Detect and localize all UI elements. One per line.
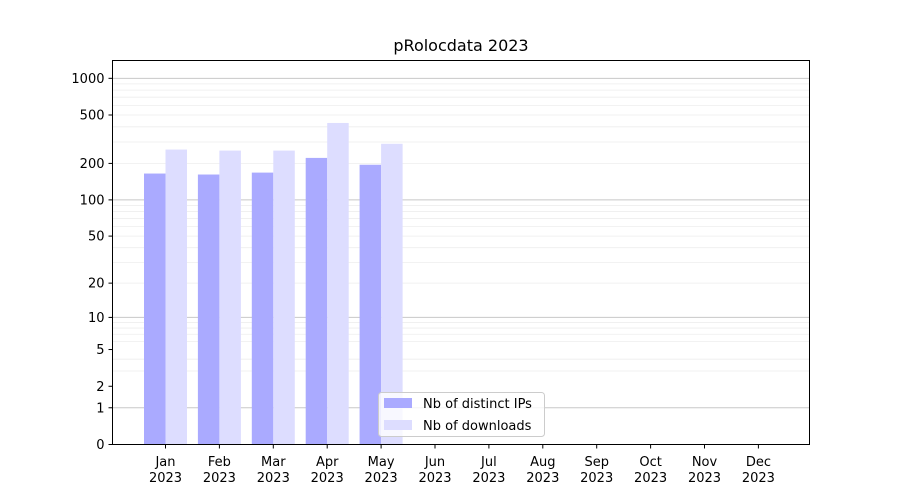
x-tick-label-month: Jul <box>480 455 497 470</box>
y-tick-label: 5 <box>96 343 104 358</box>
x-tick-label-month: Feb <box>208 455 231 470</box>
bars <box>144 122 403 445</box>
legend-box <box>378 392 545 437</box>
bar-distinct-ips <box>197 174 220 445</box>
x-tick-label-year: 2023 <box>365 471 398 486</box>
x-tick-label-month: Dec <box>746 455 771 470</box>
x-tick-label-year: 2023 <box>580 471 613 486</box>
y-tick-label: 1 <box>96 401 104 416</box>
y-axis: 0 1 2 5 10 20 50 100 200 500 1000 <box>71 72 113 453</box>
y-tick-label: 20 <box>88 277 105 292</box>
legend: Nb of distinct IPs Nb of downloads <box>378 392 545 437</box>
x-tick-label-month: Aug <box>530 455 555 470</box>
bar-distinct-ips <box>305 157 328 445</box>
x-tick-label-year: 2023 <box>526 471 559 486</box>
x-tick-label-year: 2023 <box>203 471 236 486</box>
bar-downloads <box>381 143 403 445</box>
y-tick-label: 1000 <box>71 72 104 87</box>
bar-downloads <box>273 150 295 445</box>
legend-label: Nb of distinct IPs <box>423 397 532 412</box>
y-tick-label: 0 <box>96 438 104 453</box>
y-tick-label: 10 <box>88 311 105 326</box>
x-tick-label-month: Jun <box>424 455 445 470</box>
x-tick-label-month: Mar <box>261 455 286 470</box>
bar-downloads <box>165 149 187 445</box>
bar-downloads <box>219 150 241 445</box>
x-tick-label-month: May <box>368 455 395 470</box>
x-axis: Jan2023Feb2023Mar2023Apr2023May2023Jun20… <box>149 444 775 486</box>
legend-swatch <box>384 398 412 408</box>
x-tick-label-year: 2023 <box>634 471 667 486</box>
legend-label: Nb of downloads <box>423 419 532 434</box>
x-tick-label-year: 2023 <box>149 471 182 486</box>
x-tick-label-month: Apr <box>316 455 339 470</box>
y-tick-label: 500 <box>80 109 105 124</box>
bar-downloads <box>327 122 349 445</box>
x-tick-label-month: Oct <box>639 455 661 470</box>
y-tick-label: 50 <box>88 230 105 245</box>
bar-distinct-ips <box>144 173 166 445</box>
x-tick-label-year: 2023 <box>418 471 451 486</box>
bar-distinct-ips <box>251 172 274 445</box>
y-tick-label: 2 <box>96 380 104 395</box>
x-tick-label-month: Sep <box>584 455 609 470</box>
plot-frame <box>112 60 810 445</box>
chart-title: pRolocdata 2023 <box>393 36 528 55</box>
x-tick-label-year: 2023 <box>472 471 505 486</box>
y-tick-label: 200 <box>80 157 105 172</box>
x-tick-label-month: Jan <box>154 455 175 470</box>
x-tick-label-year: 2023 <box>742 471 775 486</box>
y-tick-label: 100 <box>80 193 105 208</box>
x-tick-label-year: 2023 <box>688 471 721 486</box>
x-tick-label-year: 2023 <box>257 471 290 486</box>
bar-distinct-ips <box>359 164 382 445</box>
x-tick-label-year: 2023 <box>311 471 344 486</box>
x-tick-label-month: Nov <box>692 455 718 470</box>
legend-swatch <box>384 420 412 430</box>
